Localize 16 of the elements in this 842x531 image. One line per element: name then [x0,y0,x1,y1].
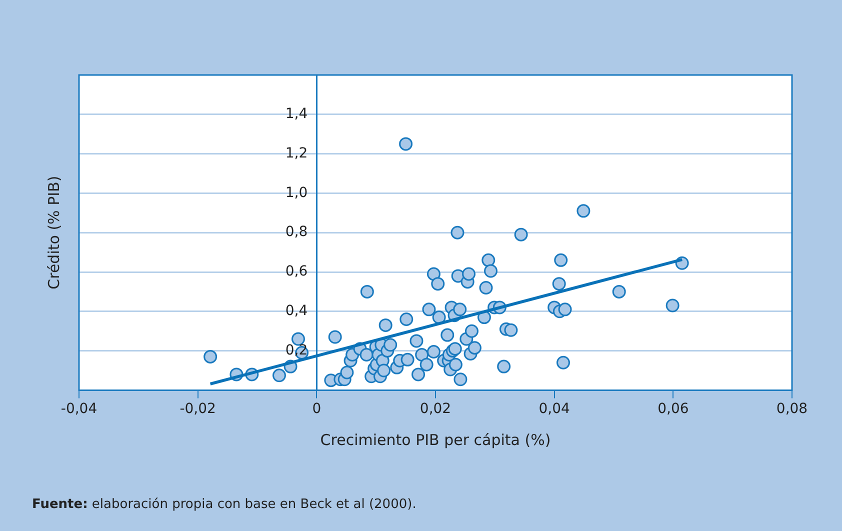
y-tick-label: 0,6 [285,264,308,280]
x-tick-label: 0,04 [538,401,570,418]
x-tick-label: 0,06 [658,401,689,418]
x-tick-label: 0,02 [420,401,452,418]
y-tick-label: 1,0 [285,184,308,201]
y-tick-label: 0,4 [285,303,308,320]
x-tick-label: -0,02 [180,401,216,418]
y-tick-label: 1,2 [285,145,308,162]
y-tick-label: 0,8 [285,224,308,240]
y-axis-title: Crédito (% PIB) [44,176,63,290]
x-axis-title: Crecimiento PIB per cápita (%) [320,430,551,449]
y-tick-label: 1,4 [285,106,308,122]
x-tick-label: 0 [312,401,322,418]
x-tick-label: 0,08 [776,401,808,418]
x-tick-label: -0,04 [60,401,98,418]
source-note: Fuente: elaboración propia con base en Beck et al (2000). [32,497,416,512]
